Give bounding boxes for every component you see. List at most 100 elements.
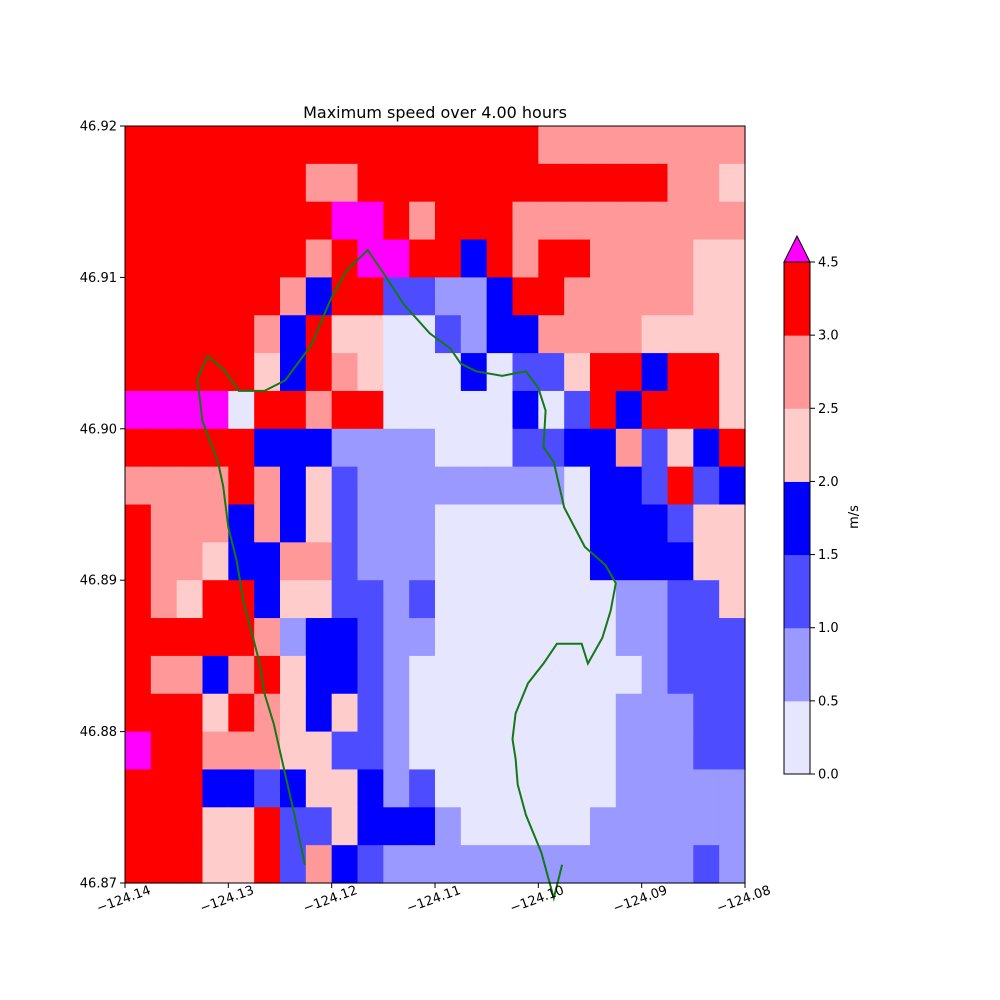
heatmap-cell bbox=[357, 504, 384, 543]
heatmap-cell bbox=[280, 163, 307, 203]
heatmap-cell bbox=[693, 277, 720, 316]
heatmap-cell bbox=[435, 580, 462, 619]
heatmap-cell bbox=[176, 731, 204, 771]
heatmap-cell bbox=[125, 466, 152, 506]
colorbar-tick-label: 1.0 bbox=[818, 621, 839, 636]
heatmap-cell bbox=[125, 580, 152, 619]
heatmap-cell bbox=[564, 655, 591, 695]
heatmap-cell bbox=[460, 580, 488, 619]
heatmap-cell bbox=[486, 353, 514, 392]
heatmap-cell bbox=[125, 277, 152, 316]
heatmap-cell bbox=[202, 655, 229, 695]
heatmap-cell bbox=[590, 126, 617, 165]
heatmap-cell bbox=[486, 428, 514, 468]
heatmap-cell bbox=[280, 580, 307, 619]
heatmap-cell bbox=[564, 126, 591, 165]
heatmap-cell bbox=[125, 618, 152, 657]
heatmap-cell bbox=[228, 693, 255, 733]
heatmap-cell bbox=[383, 580, 410, 619]
heatmap-cell bbox=[409, 126, 436, 165]
heatmap-cell bbox=[125, 504, 152, 543]
heatmap-cell bbox=[564, 277, 591, 316]
heatmap-cell bbox=[254, 693, 281, 733]
heatmap-cell bbox=[202, 126, 229, 165]
heatmap-cell bbox=[667, 618, 694, 657]
heatmap-cell bbox=[693, 239, 720, 278]
y-axis: 46.87 46.88 46.89 46.90 46.91 46.92 bbox=[80, 120, 125, 892]
heatmap-cell bbox=[590, 769, 617, 808]
heatmap-cell bbox=[435, 201, 462, 241]
y-tick-label: 46.92 bbox=[80, 120, 117, 135]
heatmap-cell bbox=[667, 504, 694, 543]
heatmap-cell bbox=[615, 542, 643, 581]
heatmap-cell bbox=[280, 542, 307, 581]
heatmap-cell bbox=[486, 277, 514, 316]
heatmap-cell bbox=[280, 693, 307, 733]
heatmap-cells bbox=[125, 126, 746, 884]
colorbar-extend-arrow bbox=[783, 234, 811, 263]
heatmap-cell bbox=[460, 201, 488, 241]
heatmap-cell bbox=[331, 428, 359, 468]
heatmap-cell bbox=[719, 504, 746, 543]
heatmap-cell bbox=[435, 239, 462, 278]
heatmap-cell bbox=[305, 277, 333, 316]
heatmap-cell bbox=[383, 845, 410, 884]
heatmap-cell bbox=[228, 504, 255, 543]
heatmap-cell bbox=[150, 201, 178, 241]
heatmap-cell bbox=[641, 618, 669, 657]
heatmap-cell bbox=[228, 277, 255, 316]
heatmap-cell bbox=[590, 504, 617, 543]
heatmap-cell bbox=[590, 390, 617, 430]
heatmap-cell bbox=[460, 731, 488, 771]
heatmap-cell bbox=[615, 618, 643, 657]
heatmap-cell bbox=[615, 163, 643, 203]
heatmap-cell bbox=[486, 466, 514, 506]
heatmap-cell bbox=[150, 239, 178, 278]
heatmap-cell bbox=[150, 390, 178, 430]
heatmap-cell bbox=[512, 428, 539, 468]
heatmap-cell bbox=[409, 693, 436, 733]
colorbar: 0.0 0.5 1.0 1.5 2.0 2.5 3.0 4.5 bbox=[783, 234, 839, 783]
heatmap-cell bbox=[383, 353, 410, 392]
heatmap-cell bbox=[641, 542, 669, 581]
heatmap-cell bbox=[125, 769, 152, 808]
heatmap-cell bbox=[176, 580, 204, 619]
heatmap-cell bbox=[331, 126, 359, 165]
heatmap-cell bbox=[305, 390, 333, 430]
heatmap-cell bbox=[176, 542, 204, 581]
heatmap-cell bbox=[383, 807, 410, 846]
heatmap-cell bbox=[383, 390, 410, 430]
chart-title: Maximum speed over 4.00 hours bbox=[303, 103, 567, 122]
heatmap-cell bbox=[590, 428, 617, 468]
coastline bbox=[196, 248, 617, 903]
heatmap-cell bbox=[228, 353, 255, 392]
heatmap-cell bbox=[460, 126, 488, 165]
heatmap-cell bbox=[719, 428, 746, 468]
heatmap-cell bbox=[641, 126, 669, 165]
heatmap-cell bbox=[383, 618, 410, 657]
heatmap-cell bbox=[667, 693, 694, 733]
heatmap-cell bbox=[409, 353, 436, 392]
heatmap-cell bbox=[331, 201, 359, 241]
heatmap-cell bbox=[125, 731, 152, 771]
heatmap-cell bbox=[512, 239, 539, 278]
heatmap-cell bbox=[202, 769, 229, 808]
heatmap-cell bbox=[693, 807, 720, 846]
heatmap-cell bbox=[409, 504, 436, 543]
heatmap-cell bbox=[641, 239, 669, 278]
heatmap-cell bbox=[435, 807, 462, 846]
heatmap-cell bbox=[305, 504, 333, 543]
heatmap-cell bbox=[564, 807, 591, 846]
heatmap-cell bbox=[590, 845, 617, 884]
heatmap-cell bbox=[538, 807, 565, 846]
heatmap-cell bbox=[719, 769, 746, 808]
heatmap-cell bbox=[615, 126, 643, 165]
heatmap-cell bbox=[125, 126, 152, 165]
heatmap-cell bbox=[667, 655, 694, 695]
heatmap-cell bbox=[409, 390, 436, 430]
heatmap-cell bbox=[460, 769, 488, 808]
heatmap-cell bbox=[305, 239, 333, 278]
heatmap-cell bbox=[331, 390, 359, 430]
heatmap-cell bbox=[409, 655, 436, 695]
heatmap-cell bbox=[176, 201, 204, 241]
